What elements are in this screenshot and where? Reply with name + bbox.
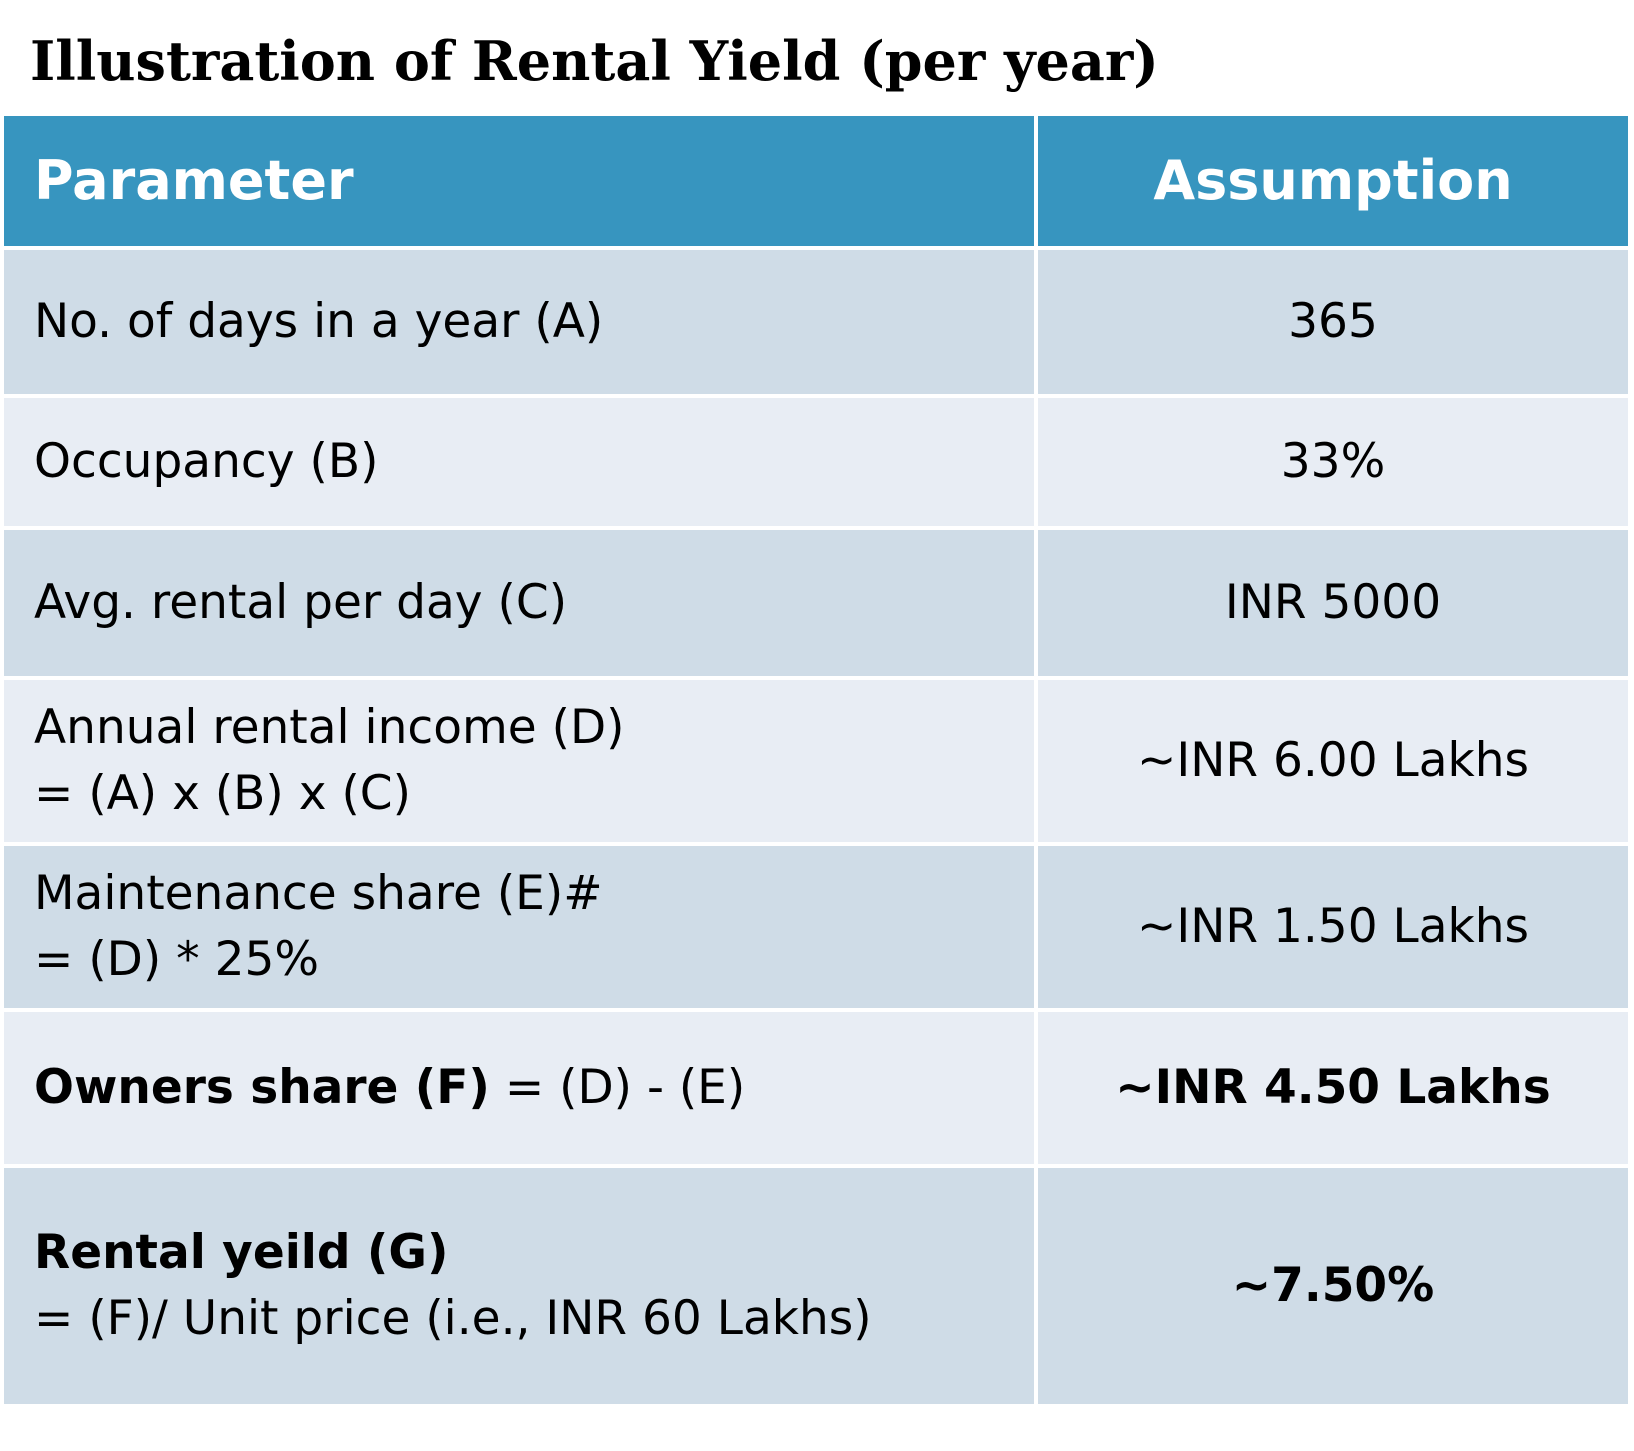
table-row: Rental yeild (G) = (F)/ Unit price (i.e.… [0, 1164, 1632, 1408]
table-row: Maintenance share (E)# = (D) * 25% ~INR … [0, 842, 1632, 1012]
parameter-cell: Occupancy (B) [0, 394, 1038, 530]
parameter-label: Annual rental income (D) [34, 700, 625, 755]
assumption-cell: ~INR 1.50 Lakhs [1034, 842, 1632, 1012]
parameter-formula: = (D) * 25% [34, 932, 320, 987]
parameter-label: Maintenance share (E)# [34, 866, 603, 921]
parameter-formula: = (F)/ Unit price (i.e., INR 60 Lakhs) [34, 1291, 872, 1346]
table-row: Owners share (F) = (D) - (E) ~INR 4.50 L… [0, 1008, 1632, 1168]
parameter-cell: No. of days in a year (A) [0, 246, 1038, 398]
table-row: Avg. rental per day (C) INR 5000 [0, 526, 1632, 680]
parameter-cell: Avg. rental per day (C) [0, 526, 1038, 680]
table-row: Annual rental income (D) = (A) x (B) x (… [0, 676, 1632, 846]
assumption-cell: 33% [1034, 394, 1632, 530]
parameter-label: Occupancy (B) [34, 434, 379, 489]
table-row: No. of days in a year (A) 365 [0, 246, 1632, 398]
assumption-cell: 365 [1034, 246, 1632, 398]
parameter-label: Owners share (F) [34, 1060, 490, 1115]
parameter-cell: Owners share (F) = (D) - (E) [0, 1008, 1038, 1168]
parameter-label: No. of days in a year (A) [34, 294, 604, 349]
table-header-row: Parameter Assumption [0, 112, 1632, 250]
rental-yield-table: Parameter Assumption No. of days in a ye… [0, 112, 1632, 1408]
assumption-cell: ~INR 6.00 Lakhs [1034, 676, 1632, 846]
parameter-cell: Maintenance share (E)# = (D) * 25% [0, 842, 1038, 1012]
page-title: Illustration of Rental Yield (per year) [30, 29, 1159, 93]
parameter-formula: = (D) - (E) [489, 1060, 746, 1115]
parameter-column-header: Parameter [0, 112, 1038, 250]
parameter-formula: = (A) x (B) x (C) [34, 766, 411, 821]
assumption-column-header: Assumption [1034, 112, 1632, 250]
assumption-cell: INR 5000 [1034, 526, 1632, 680]
parameter-cell: Annual rental income (D) = (A) x (B) x (… [0, 676, 1038, 846]
parameter-cell: Rental yeild (G) = (F)/ Unit price (i.e.… [0, 1164, 1038, 1408]
table-row: Occupancy (B) 33% [0, 394, 1632, 530]
parameter-label: Rental yeild (G) [34, 1225, 449, 1280]
parameter-label: Avg. rental per day (C) [34, 575, 568, 630]
assumption-cell: ~INR 4.50 Lakhs [1034, 1008, 1632, 1168]
assumption-cell: ~7.50% [1034, 1164, 1632, 1408]
